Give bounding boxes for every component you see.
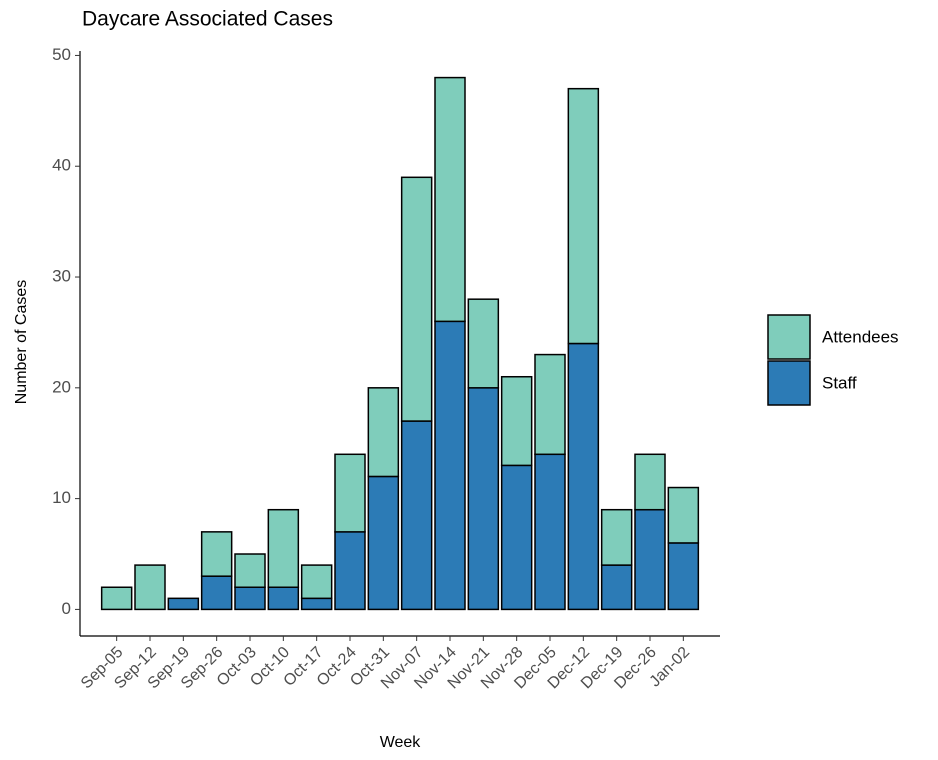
bar-segment xyxy=(634,508,666,611)
y-tick-label: 10 xyxy=(52,488,71,507)
legend-label: Staff xyxy=(822,373,857,392)
bar-segment xyxy=(600,564,633,611)
bar-segment xyxy=(500,464,533,611)
bar-segment xyxy=(534,353,566,456)
bar-segment xyxy=(167,597,200,611)
bar-segment xyxy=(134,564,166,611)
bar-segment xyxy=(467,387,500,611)
legend-key xyxy=(767,314,811,360)
bar-segment xyxy=(300,597,333,611)
bar-segment xyxy=(634,453,666,511)
bar-segment xyxy=(200,575,233,611)
bar-segment xyxy=(267,508,300,588)
bar-segment xyxy=(400,420,433,611)
bar-segment xyxy=(200,531,233,577)
bar-segment xyxy=(400,176,433,422)
legend-label: Attendees xyxy=(822,327,899,346)
bar-segment xyxy=(534,453,566,611)
y-tick-label: 40 xyxy=(52,156,71,175)
bar-segment xyxy=(267,586,300,611)
bar-segment xyxy=(434,320,466,611)
bar-segment xyxy=(334,453,366,533)
bar-segment xyxy=(667,542,700,611)
bar-segment xyxy=(500,375,533,467)
bar-segment xyxy=(467,298,500,389)
x-axis-label: Week xyxy=(380,734,422,751)
bar-segment xyxy=(234,586,266,611)
y-tick-label: 0 xyxy=(62,599,71,618)
bar-segment xyxy=(300,564,333,600)
chart-title: Daycare Associated Cases xyxy=(82,8,333,31)
y-tick-label: 20 xyxy=(52,377,71,396)
bar-segment xyxy=(600,508,633,566)
bar-segment xyxy=(567,342,600,611)
bar-segment xyxy=(100,586,133,611)
bar-segment xyxy=(667,486,700,544)
y-tick-label: 50 xyxy=(52,45,71,64)
bar-segment xyxy=(367,387,400,478)
y-tick-label: 30 xyxy=(52,267,71,286)
bar-segment xyxy=(434,76,466,323)
bar-segment xyxy=(334,531,366,611)
legend-key xyxy=(767,360,811,406)
bar-segment xyxy=(567,87,600,345)
bar-segment xyxy=(234,553,266,588)
bar-segment xyxy=(367,475,400,611)
y-axis-label: Number of Cases xyxy=(13,280,30,405)
